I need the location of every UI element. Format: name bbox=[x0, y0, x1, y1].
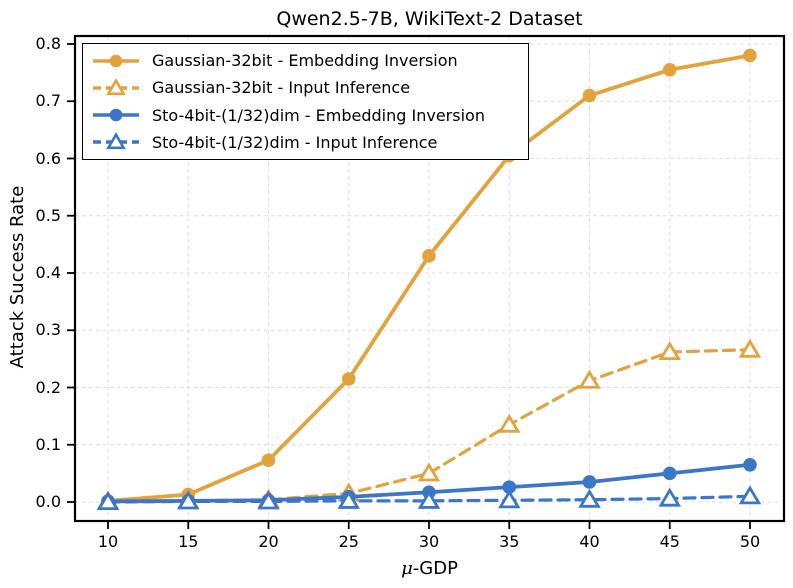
x-axis-label-rest: -GDP bbox=[412, 558, 458, 579]
legend-label: Sto-4bit-(1/32)dim - Embedding Inversion bbox=[152, 105, 485, 125]
y-tick-label: 0.5 bbox=[35, 205, 61, 225]
x-tick-label: 45 bbox=[659, 532, 680, 551]
tick-marks bbox=[67, 43, 751, 529]
y-tick-label: 0.0 bbox=[35, 492, 61, 511]
x-tick-label: 10 bbox=[97, 532, 119, 551]
legend: Gaussian-32bit - Embedding Inversion Gau… bbox=[82, 43, 529, 160]
chart-title: Qwen2.5-7B, WikiText-2 Dataset bbox=[276, 8, 583, 30]
y-tick-label: 0.2 bbox=[35, 377, 61, 397]
legend-sample-dashed-triangle-icon bbox=[93, 132, 139, 150]
x-tick-label: 35 bbox=[499, 532, 520, 551]
legend-label: Sto-4bit-(1/32)dim - Input Inference bbox=[152, 132, 438, 152]
y-tick-label: 0.6 bbox=[35, 148, 61, 168]
x-tick-label: 30 bbox=[418, 532, 440, 551]
legend-sample-line-circle-icon bbox=[93, 54, 139, 67]
legend-sample-dashed-triangle-icon bbox=[93, 77, 139, 95]
x-axis-label-mu: μ bbox=[401, 558, 413, 579]
y-tick-label: 0.8 bbox=[35, 34, 61, 53]
series-3 bbox=[96, 485, 762, 511]
x-axis-label: μ-GDP bbox=[75, 556, 784, 582]
legend-item-sto4bit-embedding: Sto-4bit-(1/32)dim - Embedding Inversion bbox=[91, 102, 522, 128]
legend-item-gaussian-input: Gaussian-32bit - Input Inference bbox=[91, 75, 522, 101]
y-tick-label: 0.3 bbox=[35, 320, 61, 340]
x-tick-label: 25 bbox=[338, 532, 359, 551]
y-tick-label: 0.7 bbox=[35, 91, 61, 111]
x-tick-label: 15 bbox=[178, 532, 199, 551]
legend-item-gaussian-embedding: Gaussian-32bit - Embedding Inversion bbox=[91, 48, 522, 74]
plot-border bbox=[73, 34, 786, 523]
x-tick-label: 50 bbox=[739, 532, 761, 551]
legend-label: Gaussian-32bit - Input Inference bbox=[152, 78, 411, 98]
y-tick-label: 0.1 bbox=[35, 434, 61, 454]
x-tick-label: 20 bbox=[258, 532, 279, 551]
x-tick-label: 40 bbox=[579, 532, 600, 551]
legend-label: Gaussian-32bit - Embedding Inversion bbox=[152, 51, 458, 71]
legend-item-sto4bit-input: Sto-4bit-(1/32)dim - Input Inference bbox=[91, 129, 522, 155]
y-tick-label: 0.4 bbox=[35, 263, 61, 282]
legend-sample-line-circle-icon bbox=[93, 108, 139, 122]
